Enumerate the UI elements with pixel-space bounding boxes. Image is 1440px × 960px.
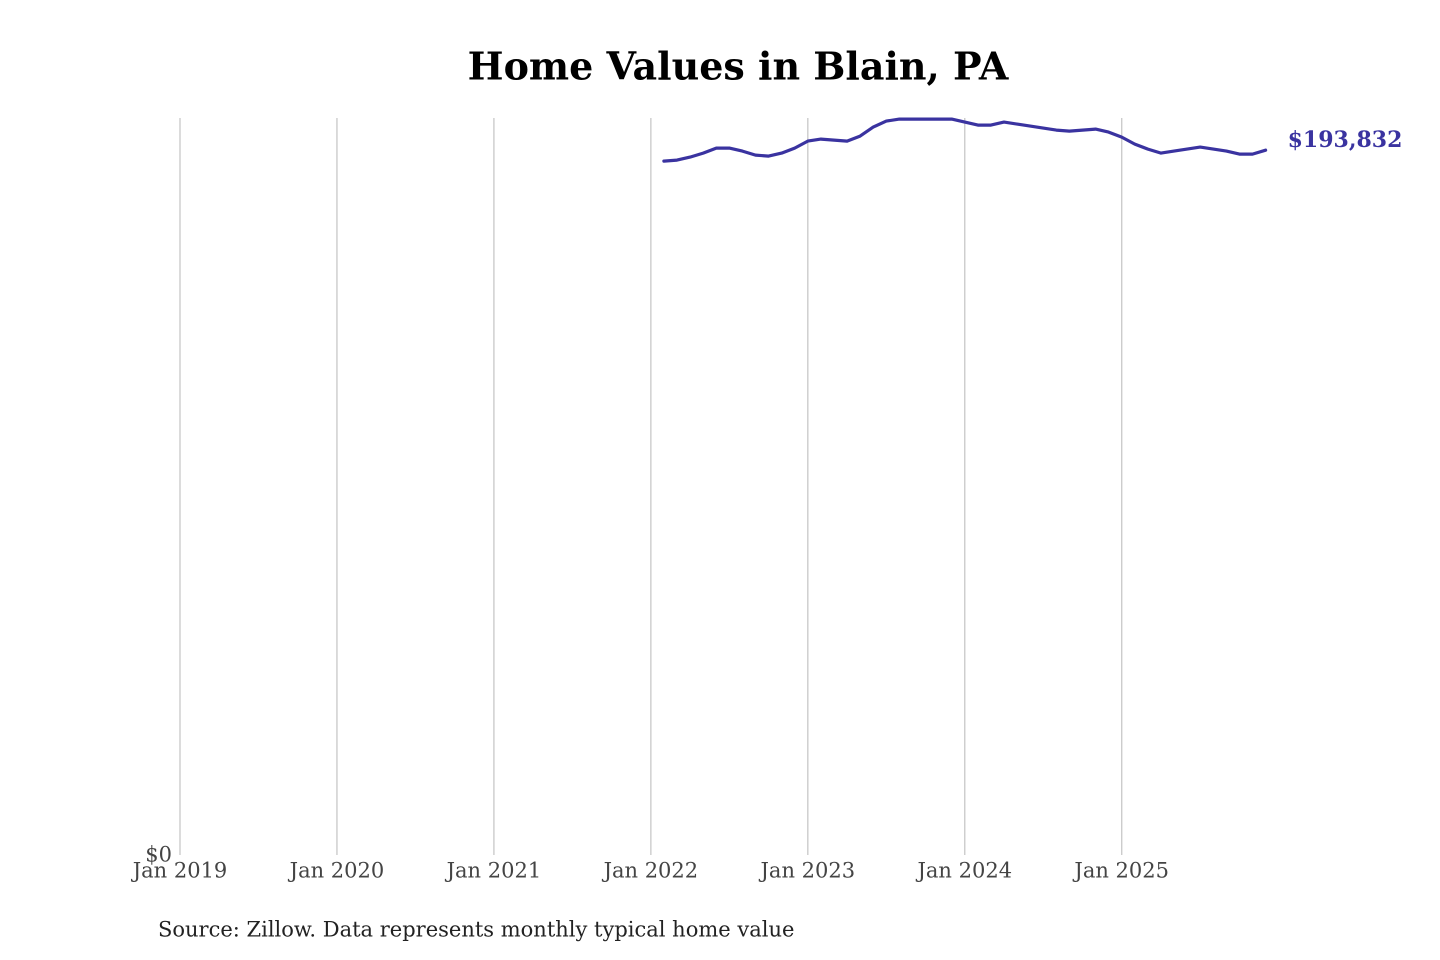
end-value-label: $193,832 — [1288, 127, 1403, 153]
x-tick-label: Jan 2022 — [602, 859, 699, 883]
x-tick-label: Jan 2023 — [759, 859, 856, 883]
line-series — [662, 117, 1268, 163]
x-tick-label: Jan 2020 — [288, 859, 385, 883]
x-tick-label: Jan 2019 — [131, 859, 228, 883]
x-tick-label: Jan 2024 — [915, 859, 1012, 883]
x-tick-label: Jan 2021 — [445, 859, 542, 883]
y-tick-label: $0 — [145, 843, 172, 867]
x-tick-label: Jan 2025 — [1072, 859, 1169, 883]
source-note: Source: Zillow. Data represents monthly … — [158, 918, 794, 942]
chart-title: Home Values in Blain, PA — [468, 44, 1009, 89]
